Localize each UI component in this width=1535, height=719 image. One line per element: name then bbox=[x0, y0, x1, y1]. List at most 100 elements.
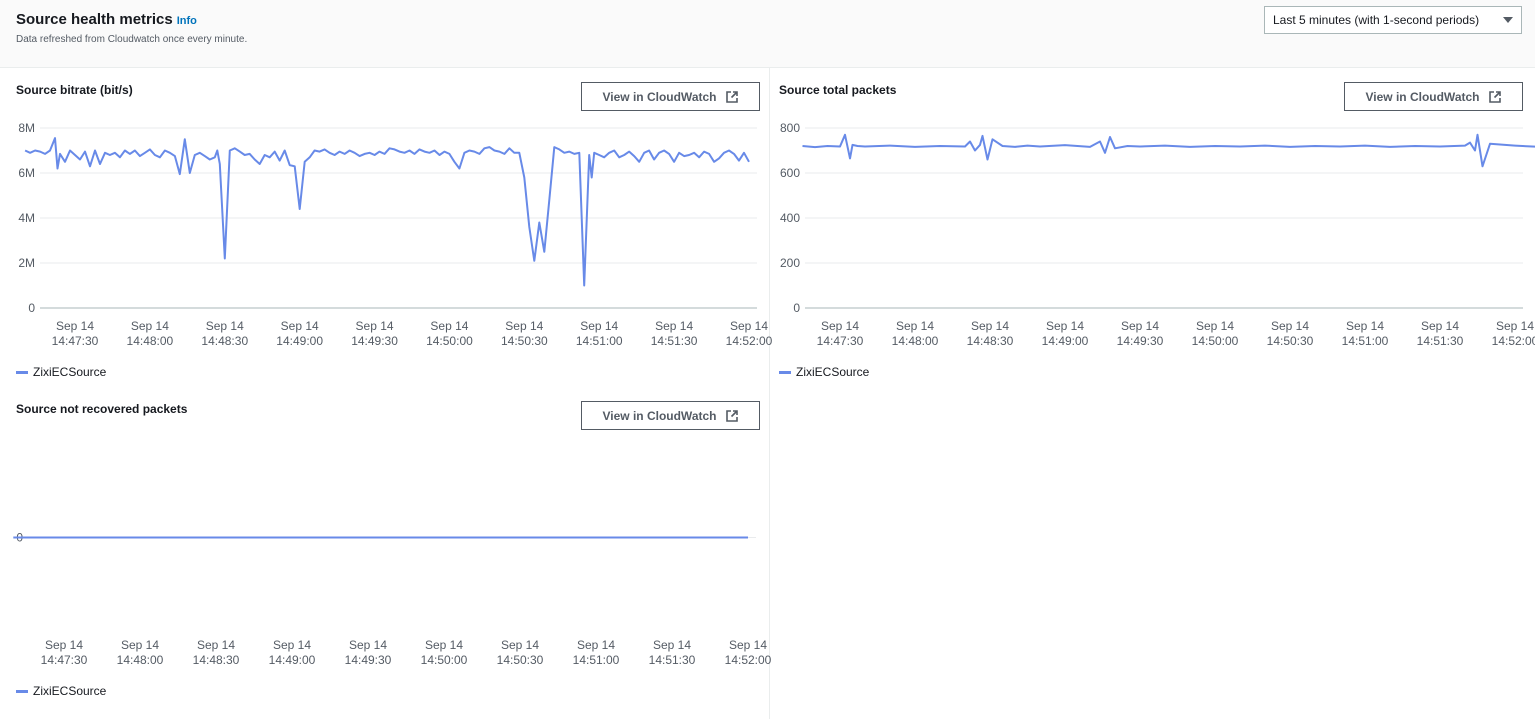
refresh-note: Data refreshed from Cloudwatch once ever… bbox=[16, 34, 248, 45]
x-tick-label: Sep 14 bbox=[1121, 319, 1159, 333]
x-tick-label: Sep 14 bbox=[577, 638, 615, 652]
x-tick-label: Sep 14 bbox=[653, 638, 691, 652]
x-tick-label: Sep 14 bbox=[1271, 319, 1309, 333]
x-tick-label: Sep 14 bbox=[349, 638, 387, 652]
x-tick-label: Sep 14 bbox=[730, 319, 768, 333]
panel-title-not-recovered: Source not recovered packets bbox=[16, 402, 188, 416]
view-in-cloudwatch-button-total-packets[interactable]: View in CloudWatch bbox=[1344, 82, 1523, 111]
page-title: Source health metrics Info bbox=[16, 11, 197, 28]
x-tick-label: Sep 14 bbox=[45, 638, 83, 652]
column-divider bbox=[769, 68, 770, 719]
y-tick-label: 0 bbox=[793, 301, 800, 315]
x-tick-label: 14:48:30 bbox=[193, 653, 240, 667]
x-tick-label: 14:49:30 bbox=[345, 653, 392, 667]
x-tick-label: 14:50:00 bbox=[426, 334, 473, 348]
x-tick-label: Sep 14 bbox=[729, 638, 767, 652]
legend-swatch bbox=[779, 370, 791, 374]
x-tick-label: 14:50:00 bbox=[1192, 334, 1239, 348]
x-tick-label: 14:50:00 bbox=[421, 653, 468, 667]
x-tick-label: 14:49:00 bbox=[276, 334, 323, 348]
x-tick-label: 14:52:00 bbox=[1492, 334, 1535, 348]
y-tick-label: 600 bbox=[780, 166, 800, 180]
y-tick-label: 800 bbox=[780, 121, 800, 135]
x-tick-label: 14:47:30 bbox=[817, 334, 864, 348]
x-tick-label: 14:48:00 bbox=[117, 653, 164, 667]
x-tick-label: Sep 14 bbox=[1046, 319, 1084, 333]
x-tick-label: 14:51:00 bbox=[576, 334, 623, 348]
panel-title-total-packets: Source total packets bbox=[779, 83, 897, 97]
y-tick-label: 400 bbox=[780, 211, 800, 225]
y-tick-label: 0 bbox=[28, 301, 35, 315]
x-tick-label: 14:49:00 bbox=[1042, 334, 1089, 348]
x-tick-label: Sep 14 bbox=[1196, 319, 1234, 333]
legend-total-packets[interactable]: ZixiECSource bbox=[779, 365, 869, 379]
x-tick-label: 14:51:00 bbox=[573, 653, 620, 667]
legend-swatch bbox=[16, 370, 28, 374]
x-tick-label: Sep 14 bbox=[56, 319, 94, 333]
legend-label: ZixiECSource bbox=[33, 365, 107, 379]
x-tick-label: Sep 14 bbox=[501, 638, 539, 652]
x-tick-label: 14:51:00 bbox=[1342, 334, 1389, 348]
y-tick-label: 200 bbox=[780, 256, 800, 270]
external-link-icon bbox=[1488, 90, 1501, 103]
x-tick-label: 14:50:30 bbox=[501, 334, 548, 348]
x-tick-label: Sep 14 bbox=[356, 319, 394, 333]
legend-bitrate[interactable]: ZixiECSource bbox=[16, 365, 106, 379]
y-tick-label: 2M bbox=[18, 256, 35, 270]
x-tick-label: 14:48:30 bbox=[967, 334, 1014, 348]
x-tick-label: Sep 14 bbox=[197, 638, 235, 652]
view-in-cloudwatch-button-bitrate[interactable]: View in CloudWatch bbox=[581, 82, 760, 111]
x-tick-label: Sep 14 bbox=[1346, 319, 1384, 333]
series-line bbox=[24, 137, 750, 287]
legend-not-recovered[interactable]: ZixiECSource bbox=[16, 684, 106, 698]
x-tick-label: Sep 14 bbox=[430, 319, 468, 333]
x-tick-label: Sep 14 bbox=[505, 319, 543, 333]
series-line bbox=[802, 133, 1535, 168]
x-tick-label: Sep 14 bbox=[281, 319, 319, 333]
legend-label: ZixiECSource bbox=[796, 365, 870, 379]
x-tick-label: Sep 14 bbox=[273, 638, 311, 652]
x-tick-label: Sep 14 bbox=[131, 319, 169, 333]
external-link-icon bbox=[725, 90, 738, 103]
x-tick-label: 14:47:30 bbox=[41, 653, 88, 667]
x-tick-label: 14:48:00 bbox=[892, 334, 939, 348]
caret-down-icon bbox=[1503, 17, 1513, 23]
x-tick-label: 14:52:00 bbox=[726, 334, 773, 348]
view-in-cloudwatch-button-not-recovered[interactable]: View in CloudWatch bbox=[581, 401, 760, 430]
x-tick-label: 14:47:30 bbox=[52, 334, 99, 348]
time-range-value: Last 5 minutes (with 1-second periods) bbox=[1273, 13, 1480, 27]
legend-label: ZixiECSource bbox=[33, 684, 107, 698]
button-label: View in CloudWatch bbox=[602, 89, 717, 104]
legend-swatch bbox=[16, 689, 28, 693]
y-tick-label: 6M bbox=[18, 166, 35, 180]
x-tick-label: Sep 14 bbox=[971, 319, 1009, 333]
x-tick-label: 14:49:30 bbox=[351, 334, 398, 348]
x-tick-label: Sep 14 bbox=[206, 319, 244, 333]
x-tick-label: Sep 14 bbox=[655, 319, 693, 333]
x-tick-label: 14:52:00 bbox=[725, 653, 772, 667]
x-tick-label: Sep 14 bbox=[425, 638, 463, 652]
x-tick-label: 14:51:30 bbox=[1417, 334, 1464, 348]
x-tick-label: Sep 14 bbox=[1496, 319, 1534, 333]
info-link[interactable]: Info bbox=[176, 15, 197, 27]
x-tick-label: Sep 14 bbox=[121, 638, 159, 652]
panel-title-bitrate: Source bitrate (bit/s) bbox=[16, 83, 133, 97]
x-tick-label: 14:49:30 bbox=[1117, 334, 1164, 348]
x-tick-label: 14:49:00 bbox=[269, 653, 316, 667]
x-tick-label: 14:51:30 bbox=[651, 334, 698, 348]
x-tick-label: Sep 14 bbox=[1421, 319, 1459, 333]
x-tick-label: Sep 14 bbox=[821, 319, 859, 333]
x-tick-label: 14:50:30 bbox=[497, 653, 544, 667]
y-tick-label: 8M bbox=[18, 121, 35, 135]
x-tick-label: 14:48:00 bbox=[127, 334, 174, 348]
button-label: View in CloudWatch bbox=[1365, 89, 1480, 104]
metrics-header: Source health metrics Info Data refreshed… bbox=[0, 0, 1535, 68]
y-tick-label: 4M bbox=[18, 211, 35, 225]
external-link-icon bbox=[725, 409, 738, 422]
time-range-select[interactable]: Last 5 minutes (with 1-second periods) bbox=[1264, 6, 1522, 34]
x-tick-label: 14:48:30 bbox=[201, 334, 248, 348]
x-tick-label: 14:50:30 bbox=[1267, 334, 1314, 348]
x-tick-label: 14:51:30 bbox=[649, 653, 696, 667]
